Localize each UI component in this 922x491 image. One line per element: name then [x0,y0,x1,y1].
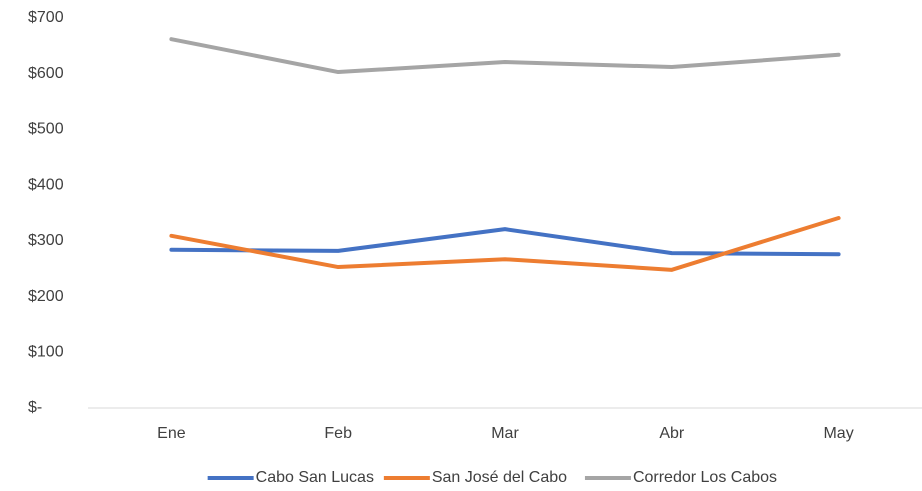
y-tick-label: $500 [28,121,64,138]
legend-label: San José del Cabo [432,469,567,486]
y-tick-label: $- [28,399,42,416]
legend-label: Corredor Los Cabos [633,469,777,486]
y-tick-label: $600 [28,65,64,82]
legend-label: Cabo San Lucas [256,469,374,486]
y-tick-label: $200 [28,288,64,305]
x-tick-label: May [823,425,853,442]
x-tick-label: Ene [157,425,186,442]
series-line [169,216,841,272]
x-tick-label: Abr [659,425,685,442]
y-tick-label: $400 [28,176,64,193]
y-tick-label: $700 [28,9,64,26]
y-tick-label: $300 [28,232,64,249]
x-tick-label: Mar [491,425,519,442]
x-tick-label: Feb [324,425,352,442]
y-tick-label: $100 [28,344,64,361]
series-line [169,37,841,75]
